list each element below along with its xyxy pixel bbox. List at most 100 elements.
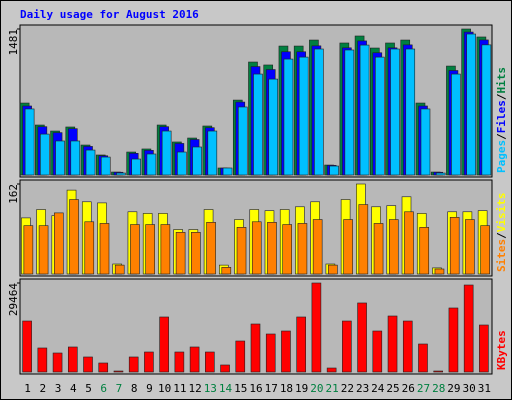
bar: [405, 48, 416, 176]
legend-entry: Hits: [495, 67, 508, 94]
x-tick-label: 18: [280, 382, 293, 395]
x-tick-label: 11: [173, 382, 186, 395]
bar: [359, 44, 370, 176]
bar: [130, 224, 140, 275]
bar: [100, 156, 111, 176]
x-tick-label: 21: [326, 382, 339, 395]
bar: [357, 302, 367, 373]
bar: [418, 343, 428, 373]
legend: KBytes: [495, 330, 508, 370]
bar: [98, 362, 109, 373]
bar: [144, 351, 154, 373]
x-tick-label: 28: [432, 382, 445, 395]
bar: [207, 130, 218, 176]
bar: [69, 199, 79, 275]
x-tick-label: 15: [234, 382, 247, 395]
bar: [388, 219, 399, 275]
x-tick-label: 16: [249, 382, 262, 395]
bar: [67, 346, 78, 373]
bar: [296, 316, 306, 373]
x-tick-label: 17: [265, 382, 278, 395]
bar: [160, 224, 171, 275]
bar: [465, 219, 475, 275]
bar: [236, 227, 247, 275]
bar: [451, 73, 461, 176]
x-tick-label: 9: [146, 382, 153, 395]
bar: [298, 56, 309, 176]
bar: [390, 48, 400, 176]
x-tick-label: 29: [447, 382, 460, 395]
x-tick-label: 19: [295, 382, 308, 395]
bar: [161, 130, 172, 176]
bar: [205, 351, 215, 373]
bar: [99, 223, 110, 275]
x-tick-label: 3: [55, 382, 62, 395]
bar: [85, 149, 96, 176]
bar: [373, 223, 384, 275]
bar: [404, 211, 414, 275]
bar: [449, 217, 460, 275]
bar: [222, 167, 233, 176]
bar: [237, 106, 248, 176]
bar: [192, 146, 202, 176]
bar: [55, 140, 65, 176]
bar: [281, 330, 291, 373]
x-tick-label: 10: [158, 382, 171, 395]
x-tick-label: 1: [24, 382, 31, 395]
x-tick-label: 2: [40, 382, 47, 395]
bar: [329, 165, 339, 176]
bar: [448, 307, 459, 373]
legend-separator: /: [495, 232, 508, 239]
bar: [114, 264, 125, 275]
bar: [326, 367, 337, 373]
bar: [70, 140, 81, 176]
bar: [191, 232, 201, 275]
x-tick-label: 14: [219, 382, 233, 395]
bar: [37, 347, 48, 373]
bar: [268, 78, 279, 176]
bar: [297, 223, 308, 275]
bar: [84, 221, 95, 275]
bar: [159, 316, 169, 373]
bar: [328, 264, 338, 275]
x-tick-label: 22: [341, 382, 354, 395]
legend: Sites/Visits: [495, 193, 508, 273]
legend: Pages/Files/Hits: [495, 67, 508, 173]
y-tick-label: 29464: [7, 283, 20, 316]
bar: [221, 267, 232, 275]
bar: [116, 172, 126, 176]
bar: [83, 356, 93, 373]
bar: [481, 44, 492, 176]
bar: [344, 49, 355, 176]
y-tick-label: 162: [7, 184, 20, 204]
bar: [375, 56, 385, 176]
bar: [402, 320, 413, 373]
x-tick-label: 12: [188, 382, 201, 395]
legend-entry: Files: [495, 100, 508, 133]
x-tick-label: 25: [386, 382, 399, 395]
x-tick-label: 30: [463, 382, 476, 395]
legend-entry: Visits: [495, 193, 508, 233]
chart-title: Daily usage for August 2016: [20, 8, 199, 21]
bar: [174, 351, 185, 373]
x-tick-label: 31: [478, 382, 491, 395]
bar: [220, 364, 230, 373]
bar: [54, 212, 64, 275]
bar: [128, 356, 139, 373]
bar: [342, 320, 352, 373]
bar: [253, 73, 263, 176]
bar: [131, 158, 141, 176]
bar: [463, 284, 474, 373]
bar: [40, 133, 50, 176]
bar: [146, 153, 157, 176]
bar: [372, 330, 383, 373]
legend-separator: /: [495, 133, 508, 140]
x-tick-label: 6: [100, 382, 107, 395]
legend-entry: Pages: [495, 140, 508, 173]
bar: [358, 204, 369, 275]
bar: [434, 268, 445, 275]
bar: [312, 219, 323, 275]
bar: [235, 340, 246, 373]
x-tick-label: 4: [70, 382, 77, 395]
